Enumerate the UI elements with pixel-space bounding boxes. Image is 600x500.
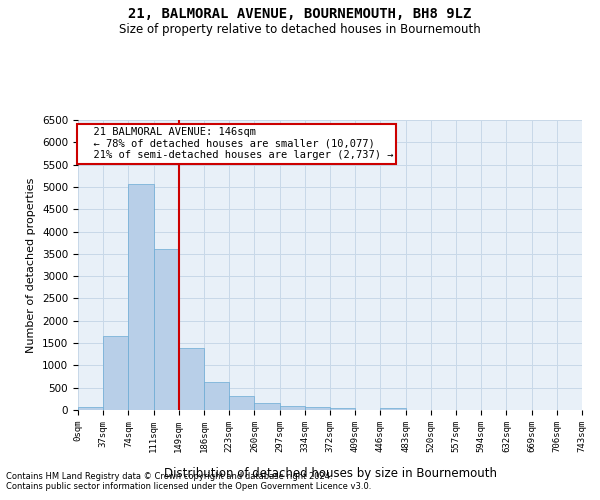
Bar — [128, 184, 154, 410]
Text: Contains public sector information licensed under the Open Government Licence v3: Contains public sector information licen… — [6, 482, 371, 491]
Bar — [154, 250, 179, 410]
Bar — [204, 382, 229, 410]
Bar — [305, 408, 330, 410]
Text: 21 BALMORAL AVENUE: 146sqm
  ← 78% of detached houses are smaller (10,077)
  21%: 21 BALMORAL AVENUE: 146sqm ← 78% of deta… — [80, 127, 393, 160]
Text: Size of property relative to detached houses in Bournemouth: Size of property relative to detached ho… — [119, 22, 481, 36]
Bar — [179, 348, 204, 410]
Bar — [380, 408, 406, 410]
Text: 21, BALMORAL AVENUE, BOURNEMOUTH, BH8 9LZ: 21, BALMORAL AVENUE, BOURNEMOUTH, BH8 9L… — [128, 8, 472, 22]
Bar — [78, 406, 103, 410]
Text: Contains HM Land Registry data © Crown copyright and database right 2024.: Contains HM Land Registry data © Crown c… — [6, 472, 332, 481]
Bar — [280, 406, 305, 410]
Y-axis label: Number of detached properties: Number of detached properties — [26, 178, 37, 352]
Bar — [229, 396, 254, 410]
Text: Distribution of detached houses by size in Bournemouth: Distribution of detached houses by size … — [163, 468, 497, 480]
Bar — [103, 336, 128, 410]
Bar — [330, 408, 355, 410]
Bar — [254, 403, 280, 410]
